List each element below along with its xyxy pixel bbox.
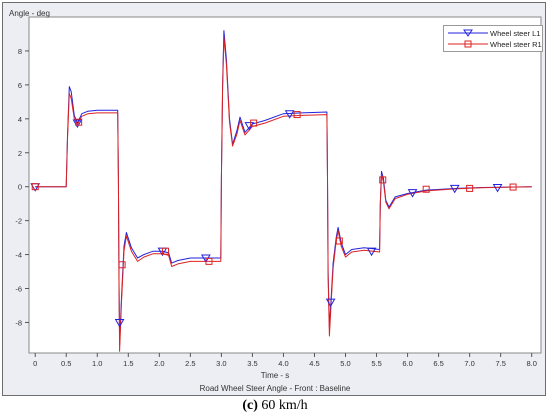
marker-triangle xyxy=(284,110,295,119)
x-axis-label: Time - s xyxy=(260,371,290,380)
marker-square xyxy=(422,185,430,193)
x-tick-label: 8.0 xyxy=(526,359,536,368)
y-tick-label: 6 xyxy=(18,81,22,90)
marker-triangle xyxy=(449,184,460,194)
y-tick-label: 4 xyxy=(18,115,22,124)
y-tick-label: -8 xyxy=(15,318,22,327)
y-tick-label: 8 xyxy=(18,47,22,56)
marker-square xyxy=(379,176,387,184)
legend-item-r1: Wheel steer R1 xyxy=(446,39,542,50)
marker-square xyxy=(75,118,83,126)
marker-square xyxy=(293,111,301,119)
x-tick-label: 4.0 xyxy=(278,359,288,368)
x-tick-label: 2.0 xyxy=(154,359,164,368)
marker-triangle xyxy=(407,189,418,198)
figure-caption: (c) 60 km/h xyxy=(0,398,550,414)
marker-triangle xyxy=(366,247,377,257)
marker-square xyxy=(162,247,170,255)
y-tick-label: 2 xyxy=(18,149,22,158)
x-tick-label: 2.5 xyxy=(185,359,195,368)
x-tick-label: 3.0 xyxy=(216,359,226,368)
caption-text: 60 km/h xyxy=(257,398,308,413)
marker-square xyxy=(205,257,213,265)
y-axis-label: Angle - deg xyxy=(9,9,50,18)
legend: Wheel steer L1 Wheel steer R1 xyxy=(443,25,543,52)
legend-swatch-r1 xyxy=(448,40,488,48)
x-tick-label: 7.0 xyxy=(464,359,474,368)
x-tick-label: 1.5 xyxy=(123,359,133,368)
x-tick-label: 3.5 xyxy=(247,359,257,368)
legend-label-l1: Wheel steer L1 xyxy=(490,29,541,38)
x-tick-label: 7.5 xyxy=(495,359,505,368)
chart-title: Road Wheel Steer Angle - Front : Baselin… xyxy=(199,384,351,393)
marker-triangle xyxy=(325,298,336,308)
marker-square xyxy=(118,261,126,269)
y-tick-label: 0 xyxy=(18,183,22,192)
x-tick-label: 1.0 xyxy=(92,359,102,368)
caption-letter: (c) xyxy=(242,398,258,413)
legend-item-l1: Wheel steer L1 xyxy=(446,28,542,39)
y-tick-label: -2 xyxy=(15,217,22,226)
x-tick-label: 4.5 xyxy=(309,359,319,368)
series-line-r1 xyxy=(35,36,532,352)
marker-triangle xyxy=(492,184,503,193)
x-tick-label: 6.5 xyxy=(433,359,443,368)
plot-area xyxy=(28,16,542,354)
chart-panel: 0 0.5 1.0 1.5 2.0 2.5 3.0 3.5 4.0 4.5 5.0 5.5 6.0 6.5… xyxy=(2,2,546,396)
marker-square xyxy=(509,183,517,191)
x-tick-label: 6.0 xyxy=(402,359,412,368)
y-tick-label: -4 xyxy=(15,251,22,260)
x-tick-label: 5.5 xyxy=(371,359,381,368)
y-tick-label: -6 xyxy=(15,285,22,294)
legend-label-r1: Wheel steer R1 xyxy=(490,40,542,49)
x-tick-label: 0 xyxy=(33,359,37,368)
marker-square xyxy=(250,119,258,127)
legend-swatch-l1 xyxy=(448,29,488,37)
marker-square xyxy=(335,237,343,245)
x-tick-label: 0.5 xyxy=(61,359,71,368)
x-tick-label: 5.0 xyxy=(340,359,350,368)
marker-square xyxy=(466,184,474,192)
line-chart: 0 0.5 1.0 1.5 2.0 2.5 3.0 3.5 4.0 4.5 5.0 5.5 6.0 6.5… xyxy=(15,16,542,368)
marker-triangle xyxy=(114,318,125,328)
marker-square xyxy=(31,183,39,191)
